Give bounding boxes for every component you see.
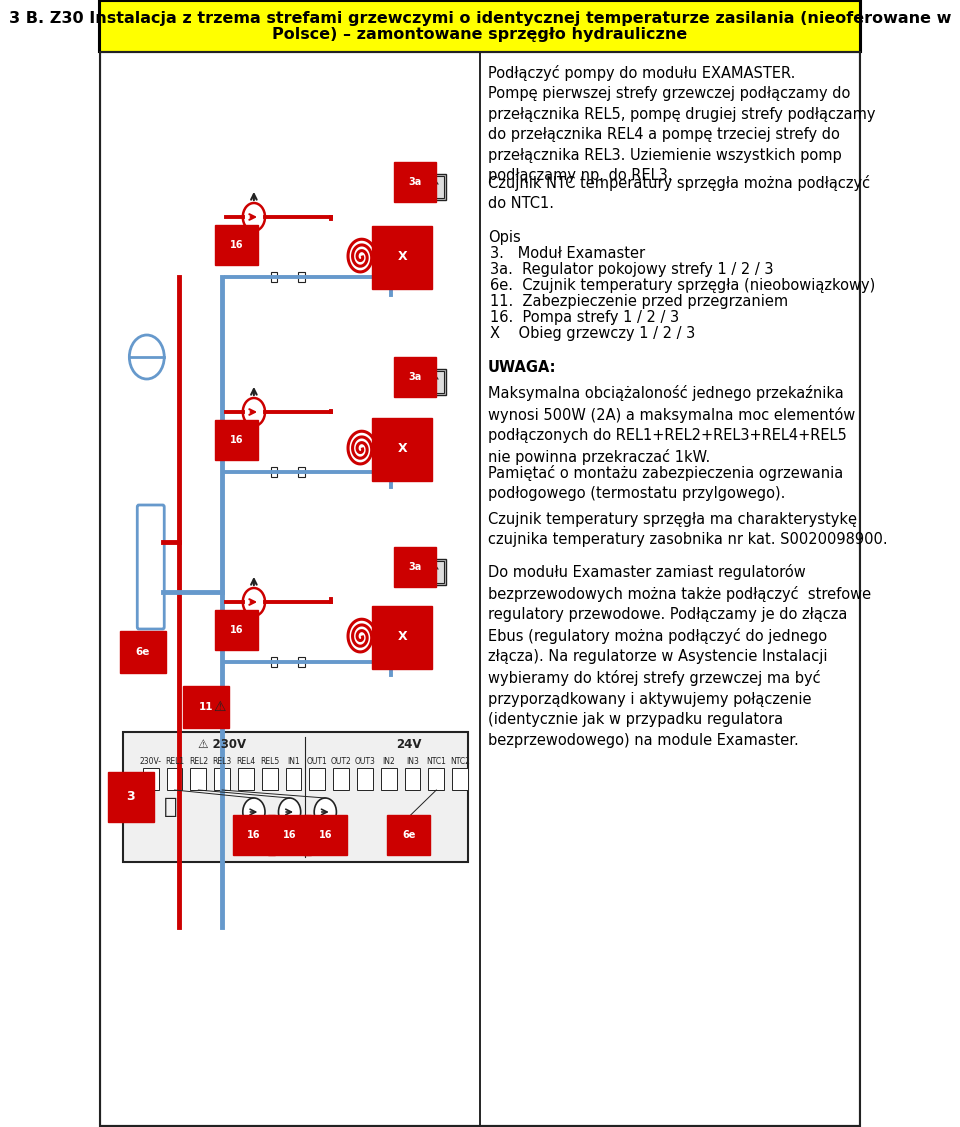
Text: Pamiętać o montażu zabezpieczenia ogrzewania
podłogowego (termostatu przylgowego: Pamiętać o montażu zabezpieczenia ogrzew… xyxy=(488,465,843,502)
FancyBboxPatch shape xyxy=(333,767,349,790)
Text: Podłączyć pompy do modułu EXAMASTER.
Pompę pierwszej strefy grzewczej podłączamy: Podłączyć pompy do modułu EXAMASTER. Pom… xyxy=(488,65,876,183)
Text: 3: 3 xyxy=(127,790,135,804)
Circle shape xyxy=(243,588,265,616)
Text: Maksymalna obciążaloność jednego przekaźnika
wynosi 500W (2A) a maksymalna moc e: Maksymalna obciążaloność jednego przekaź… xyxy=(488,385,855,465)
FancyBboxPatch shape xyxy=(309,767,325,790)
Text: ⏚: ⏚ xyxy=(164,797,178,817)
FancyBboxPatch shape xyxy=(143,767,158,790)
FancyBboxPatch shape xyxy=(271,467,276,477)
FancyBboxPatch shape xyxy=(167,767,182,790)
Text: 11.  Zabezpieczenie przed przegrzaniem: 11. Zabezpieczenie przed przegrzaniem xyxy=(490,294,787,309)
Text: REL3: REL3 xyxy=(212,757,231,766)
FancyBboxPatch shape xyxy=(271,272,276,282)
FancyBboxPatch shape xyxy=(419,174,445,199)
Text: NTC2: NTC2 xyxy=(450,757,470,766)
Text: REL2: REL2 xyxy=(189,757,208,766)
FancyBboxPatch shape xyxy=(404,767,420,790)
Text: 6e: 6e xyxy=(402,829,416,840)
Text: X: X xyxy=(397,630,407,644)
FancyBboxPatch shape xyxy=(420,371,444,393)
FancyBboxPatch shape xyxy=(99,0,861,52)
Text: OUT3: OUT3 xyxy=(354,757,375,766)
FancyBboxPatch shape xyxy=(299,657,304,667)
FancyBboxPatch shape xyxy=(357,767,372,790)
Text: 3a: 3a xyxy=(408,562,421,573)
Text: OUT2: OUT2 xyxy=(331,757,351,766)
Circle shape xyxy=(243,398,265,426)
Text: Czujnik NTC temperatury sprzęgła można podłączyć
do NTC1.: Czujnik NTC temperatury sprzęgła można p… xyxy=(488,175,870,212)
Text: REL5: REL5 xyxy=(260,757,279,766)
Text: OUT1: OUT1 xyxy=(307,757,327,766)
Circle shape xyxy=(243,798,265,826)
Text: X    Obieg grzewczy 1 / 2 / 3: X Obieg grzewczy 1 / 2 / 3 xyxy=(490,326,695,341)
FancyBboxPatch shape xyxy=(123,733,468,862)
FancyBboxPatch shape xyxy=(452,767,468,790)
Text: Opis: Opis xyxy=(488,230,520,245)
Text: IN1: IN1 xyxy=(287,757,300,766)
FancyBboxPatch shape xyxy=(286,767,301,790)
FancyBboxPatch shape xyxy=(420,176,444,198)
Text: IN3: IN3 xyxy=(406,757,419,766)
Text: 16: 16 xyxy=(247,829,261,840)
Circle shape xyxy=(278,798,300,826)
Text: 230V-: 230V- xyxy=(140,757,161,766)
Text: 24V: 24V xyxy=(396,737,421,751)
Circle shape xyxy=(243,203,265,231)
Text: 3 B. Z30 Instalacja z trzema strefami grzewczymi o identycznej temperaturze zasi: 3 B. Z30 Instalacja z trzema strefami gr… xyxy=(9,11,951,27)
Text: 16: 16 xyxy=(319,829,332,840)
Circle shape xyxy=(314,798,336,826)
Text: 3a.  Regulator pokojowy strefy 1 / 2 / 3: 3a. Regulator pokojowy strefy 1 / 2 / 3 xyxy=(490,261,773,277)
FancyBboxPatch shape xyxy=(428,767,444,790)
Text: X: X xyxy=(397,250,407,264)
FancyBboxPatch shape xyxy=(262,767,277,790)
FancyBboxPatch shape xyxy=(419,559,445,585)
Text: 3a: 3a xyxy=(408,177,421,187)
FancyBboxPatch shape xyxy=(271,657,276,667)
Text: 16: 16 xyxy=(283,829,297,840)
FancyBboxPatch shape xyxy=(190,767,206,790)
Text: 6e.  Czujnik temperatury sprzęgła (nieobowiązkowy): 6e. Czujnik temperatury sprzęgła (nieobo… xyxy=(490,278,875,293)
Text: IN2: IN2 xyxy=(382,757,396,766)
Text: 16: 16 xyxy=(229,240,243,250)
Text: REL4: REL4 xyxy=(236,757,255,766)
FancyBboxPatch shape xyxy=(238,767,253,790)
Text: 3a: 3a xyxy=(408,372,421,382)
Text: X: X xyxy=(397,443,407,455)
Text: 3.   Moduł Examaster: 3. Moduł Examaster xyxy=(490,246,645,261)
Text: 16.  Pompa strefy 1 / 2 / 3: 16. Pompa strefy 1 / 2 / 3 xyxy=(490,310,679,325)
FancyBboxPatch shape xyxy=(419,369,445,394)
Text: REL1: REL1 xyxy=(165,757,184,766)
Text: ⚠ 230V: ⚠ 230V xyxy=(198,737,246,751)
Text: 6e: 6e xyxy=(135,647,150,657)
Text: 11: 11 xyxy=(199,702,213,712)
Text: Do modułu Examaster zamiast regulatorów
bezprzewodowych można także podłączyć  s: Do modułu Examaster zamiast regulatorów … xyxy=(488,564,871,747)
Text: NTC1: NTC1 xyxy=(426,757,446,766)
Circle shape xyxy=(130,335,164,379)
FancyBboxPatch shape xyxy=(214,767,230,790)
Text: Czujnik temperatury sprzęgła ma charakterystykę
czujnika temperatury zasobnika n: Czujnik temperatury sprzęgła ma charakte… xyxy=(488,512,888,548)
FancyBboxPatch shape xyxy=(299,272,304,282)
Text: 16: 16 xyxy=(229,625,243,635)
FancyBboxPatch shape xyxy=(420,561,444,583)
Text: ⚠: ⚠ xyxy=(213,700,226,715)
Text: 16: 16 xyxy=(229,435,243,445)
Text: UWAGA:: UWAGA: xyxy=(488,360,557,375)
FancyBboxPatch shape xyxy=(299,467,304,477)
FancyBboxPatch shape xyxy=(381,767,396,790)
FancyBboxPatch shape xyxy=(137,505,164,629)
Text: Polsce) – zamontowane sprzęgło hydrauliczne: Polsce) – zamontowane sprzęgło hydraulic… xyxy=(273,27,687,43)
